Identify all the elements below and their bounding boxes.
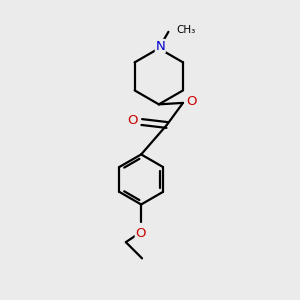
Text: O: O bbox=[135, 227, 146, 240]
Text: N: N bbox=[155, 40, 165, 52]
Text: O: O bbox=[127, 114, 137, 127]
Text: O: O bbox=[187, 95, 197, 108]
Text: CH₃: CH₃ bbox=[177, 26, 196, 35]
